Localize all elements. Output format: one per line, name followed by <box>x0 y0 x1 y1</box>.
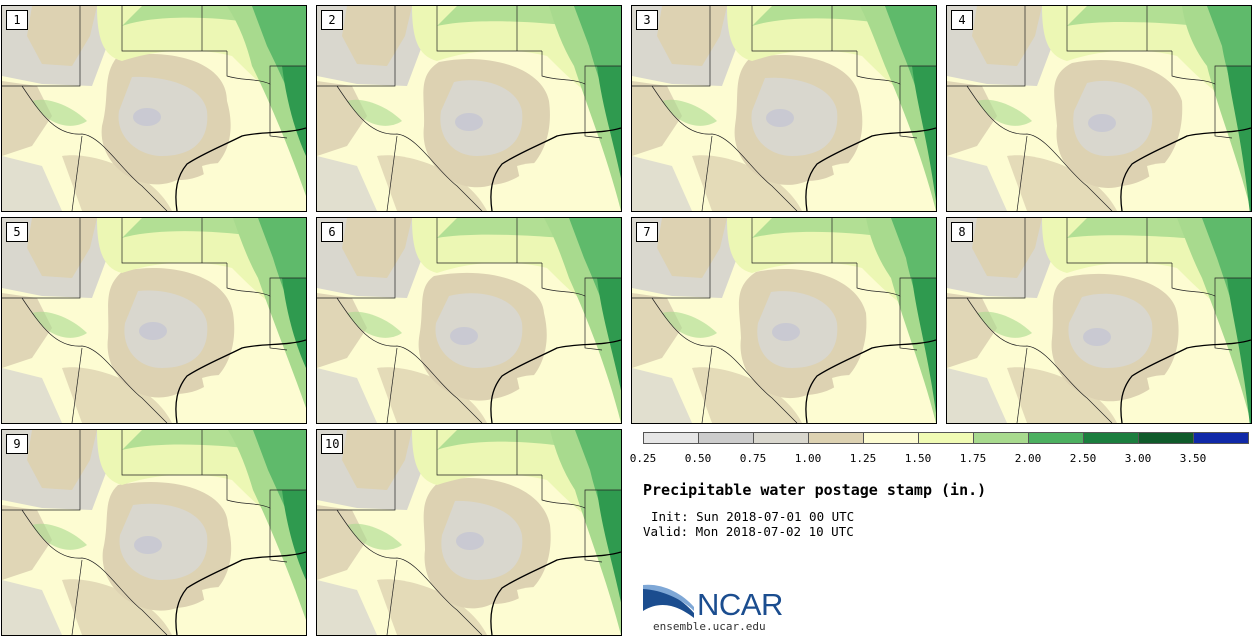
map-stamp-5: 5 <box>1 217 307 424</box>
precipitable-water-map <box>317 218 621 423</box>
precipitable-water-map <box>947 218 1251 423</box>
precipitable-water-map <box>2 430 306 635</box>
map-stamp-8: 8 <box>946 217 1252 424</box>
map-stamp-2: 2 <box>316 5 622 212</box>
precipitable-water-map <box>632 218 936 423</box>
plot-title: Precipitable water postage stamp (in.) <box>643 481 987 499</box>
ncar-wordmark: NCAR <box>697 587 783 622</box>
map-stamp-10: 10 <box>316 429 622 636</box>
colorbar-tick-label: 1.50 <box>904 452 932 465</box>
precipitable-water-map <box>947 6 1251 211</box>
precipitable-water-map <box>632 6 936 211</box>
colorbar-swatch <box>808 432 864 444</box>
colorbar-swatch <box>918 432 974 444</box>
member-label: 6 <box>321 222 343 242</box>
map-stamp-3: 3 <box>631 5 937 212</box>
colorbar-swatch <box>1138 432 1194 444</box>
colorbar-swatch <box>643 432 699 444</box>
colorbar-tick-label: 1.00 <box>794 452 822 465</box>
precipitable-water-map <box>2 218 306 423</box>
map-stamp-9: 9 <box>1 429 307 636</box>
colorbar-swatch <box>1083 432 1139 444</box>
colorbar-swatch <box>973 432 1029 444</box>
precipitable-water-map <box>2 6 306 211</box>
colorbar-tick-label: 1.75 <box>959 452 987 465</box>
map-stamp-4: 4 <box>946 5 1252 212</box>
member-label: 9 <box>6 434 28 454</box>
valid-time: Valid: Mon 2018-07-02 10 UTC <box>643 524 854 539</box>
colorbar-tick-label: 3.00 <box>1124 452 1152 465</box>
colorbar-swatch <box>753 432 809 444</box>
colorbar-swatch <box>1193 432 1249 444</box>
member-label: 10 <box>321 434 344 454</box>
ncar-logo-icon <box>643 584 694 618</box>
colorbar-tick-label: 2.00 <box>1014 452 1042 465</box>
precipitable-water-map <box>317 6 621 211</box>
colorbar-tick-label: 0.25 <box>629 452 657 465</box>
colorbar-tick-label: 2.50 <box>1069 452 1097 465</box>
map-stamp-6: 6 <box>316 217 622 424</box>
map-stamp-1: 1 <box>1 5 307 212</box>
member-label: 3 <box>636 10 658 30</box>
member-label: 4 <box>951 10 973 30</box>
member-label: 7 <box>636 222 658 242</box>
member-label: 5 <box>6 222 28 242</box>
colorbar-tick-label: 0.50 <box>684 452 712 465</box>
colorbar-swatch <box>1028 432 1084 444</box>
logo-url: ensemble.ucar.edu <box>653 620 766 633</box>
colorbar <box>643 432 1249 444</box>
colorbar-tick-label: 3.50 <box>1179 452 1207 465</box>
init-time: Init: Sun 2018-07-01 00 UTC <box>651 509 855 524</box>
member-label: 8 <box>951 222 973 242</box>
colorbar-tick-label: 1.25 <box>849 452 877 465</box>
member-label: 2 <box>321 10 343 30</box>
colorbar-tick-label: 0.75 <box>739 452 767 465</box>
colorbar-swatch <box>698 432 754 444</box>
member-label: 1 <box>6 10 28 30</box>
colorbar-swatch <box>863 432 919 444</box>
map-stamp-7: 7 <box>631 217 937 424</box>
precipitable-water-map <box>317 430 621 635</box>
